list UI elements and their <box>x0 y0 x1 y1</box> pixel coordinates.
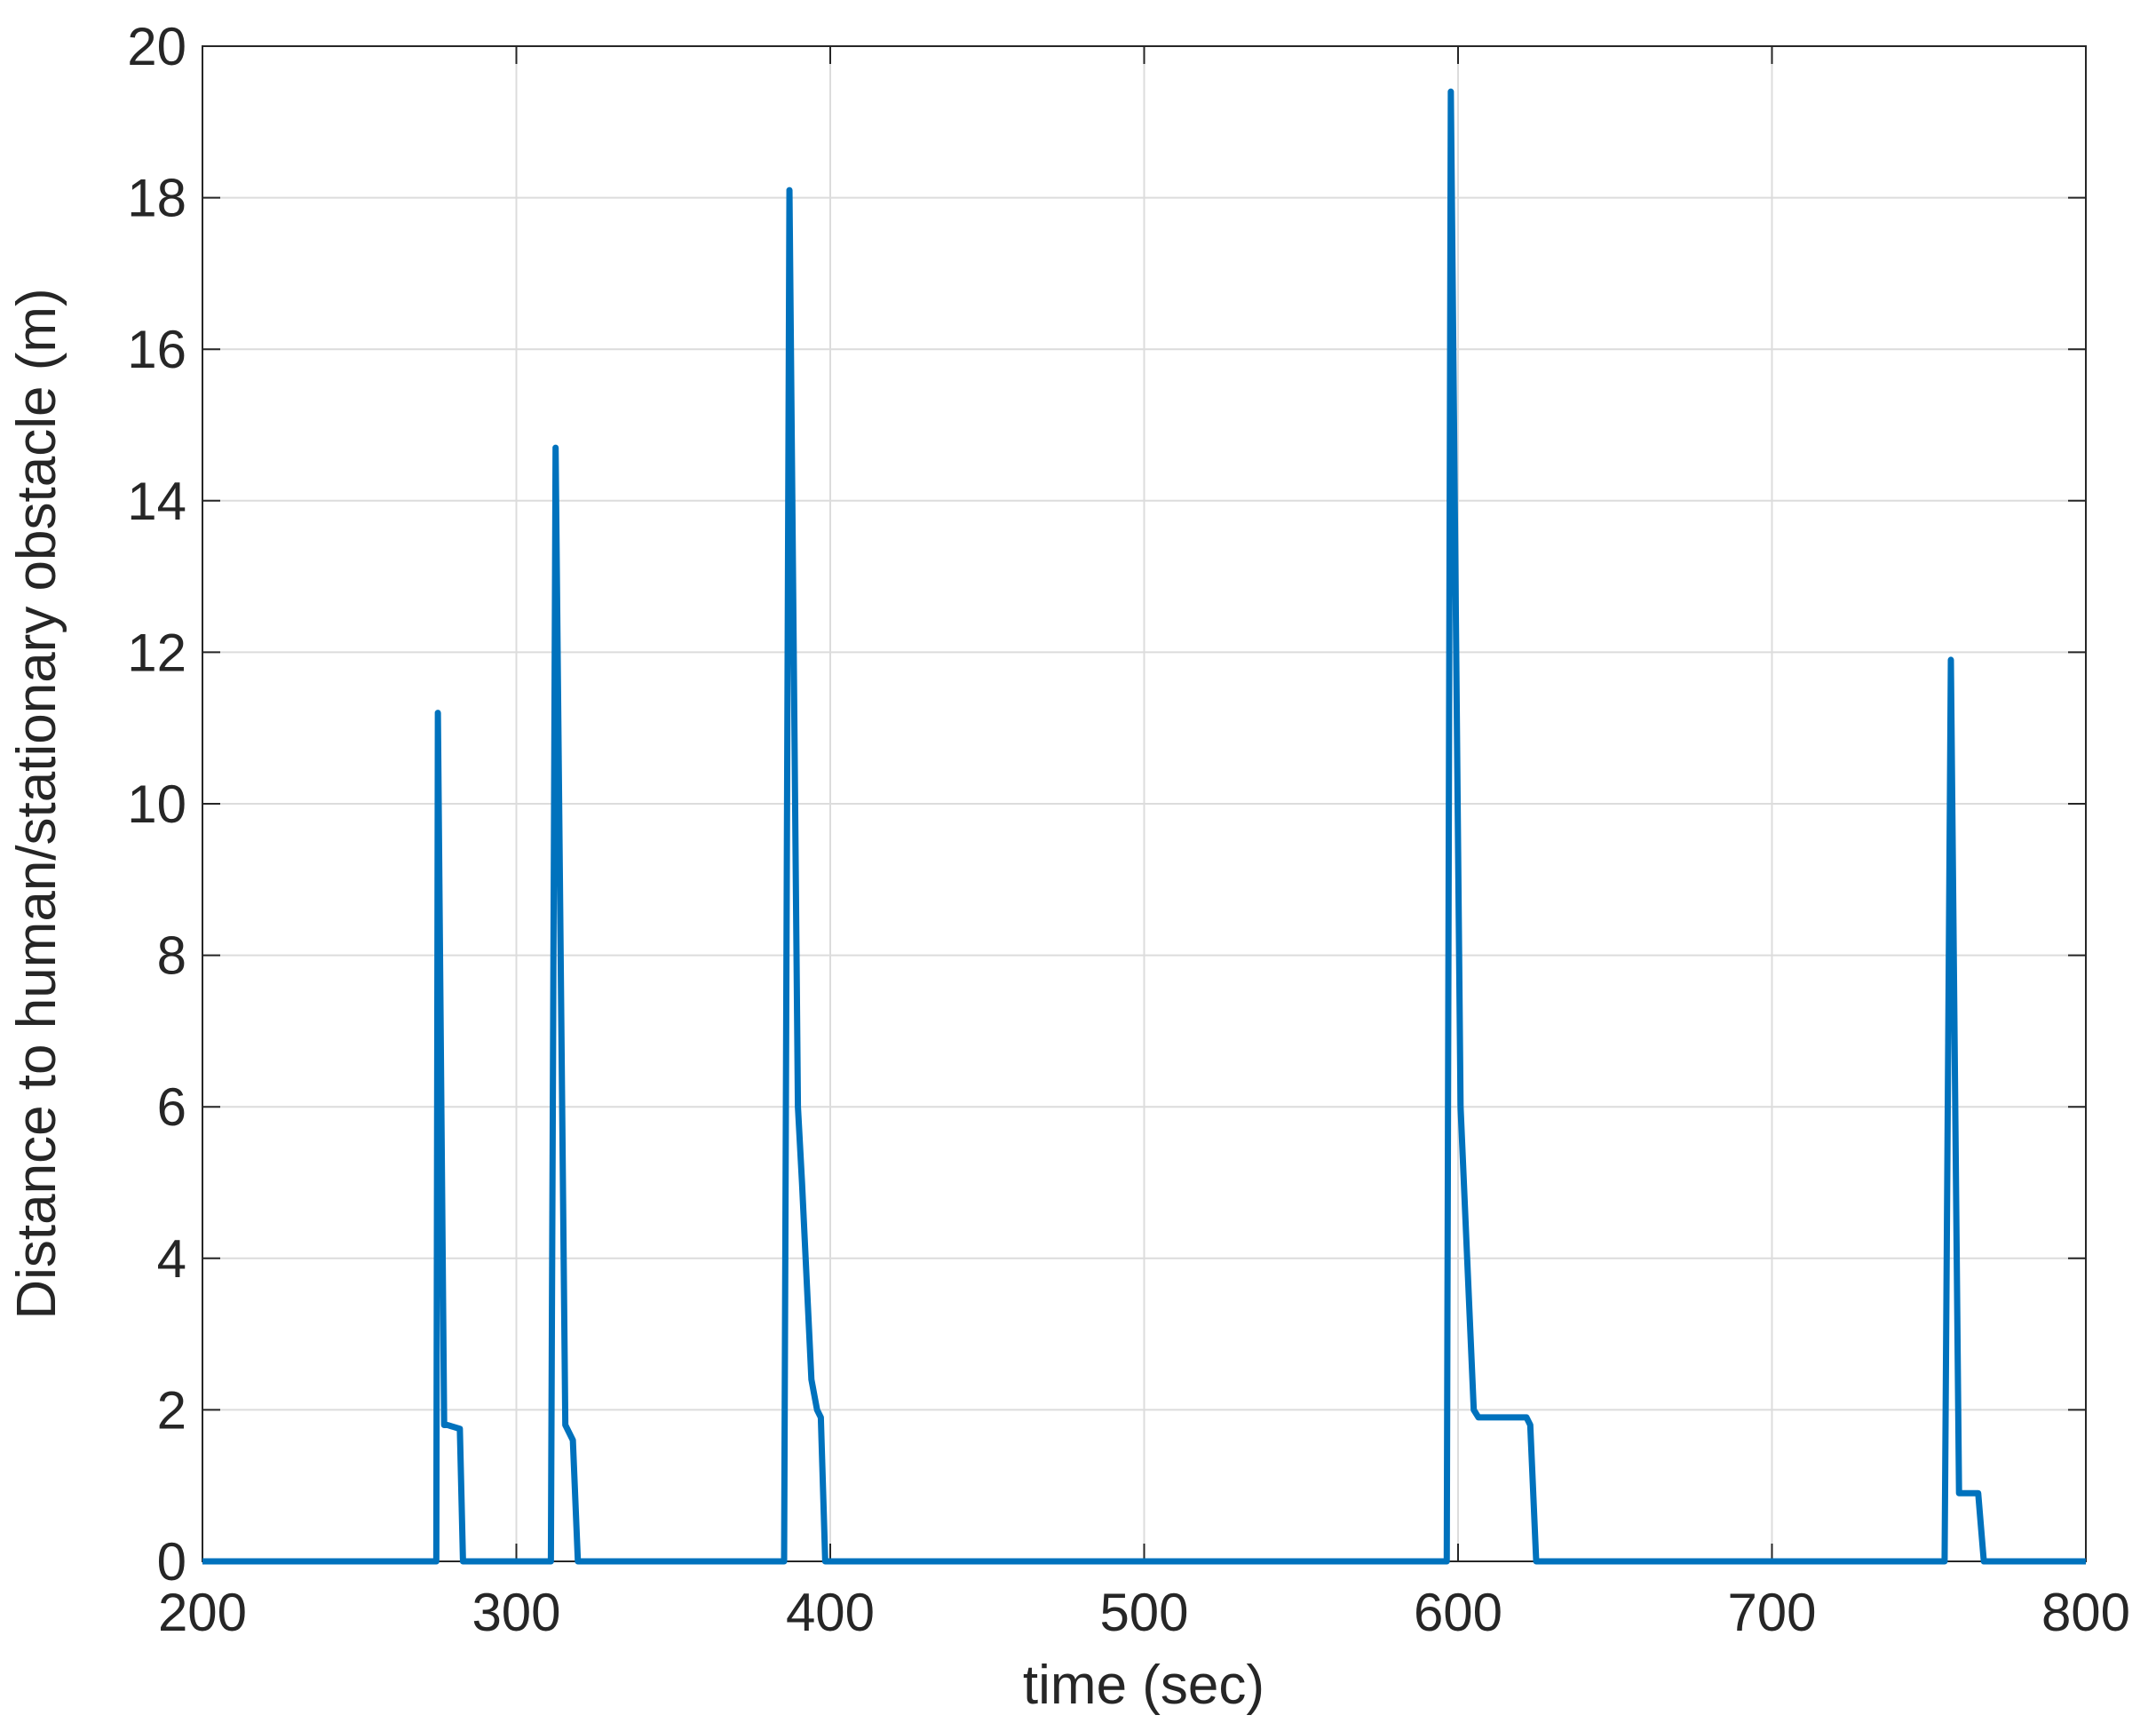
y-tick-label: 0 <box>157 1532 186 1592</box>
y-tick-label: 18 <box>127 169 186 228</box>
x-tick-label: 500 <box>1099 1583 1188 1642</box>
y-tick-label: 16 <box>127 320 186 379</box>
y-tick-label: 12 <box>127 623 186 682</box>
y-tick-label: 8 <box>157 926 186 986</box>
data-line <box>202 88 2086 1565</box>
x-tick-label: 700 <box>1727 1583 1816 1642</box>
x-tick-label: 800 <box>2041 1583 2130 1642</box>
x-tick-label: 200 <box>158 1583 247 1642</box>
y-tick-label: 4 <box>157 1229 186 1289</box>
x-tick-label: 300 <box>472 1583 560 1642</box>
y-tick-label: 20 <box>127 17 186 76</box>
x-tick-label: 600 <box>1414 1583 1502 1642</box>
y-tick-label: 2 <box>157 1380 186 1440</box>
y-axis-label: Distance to human/stationary obstacle (m… <box>6 288 67 1319</box>
x-tick-label: 400 <box>786 1583 875 1642</box>
y-tick-label: 6 <box>157 1077 186 1137</box>
y-tick-label: 14 <box>127 472 186 531</box>
y-tick-label: 10 <box>127 774 186 834</box>
x-axis-label: time (sec) <box>1023 1655 1264 1716</box>
